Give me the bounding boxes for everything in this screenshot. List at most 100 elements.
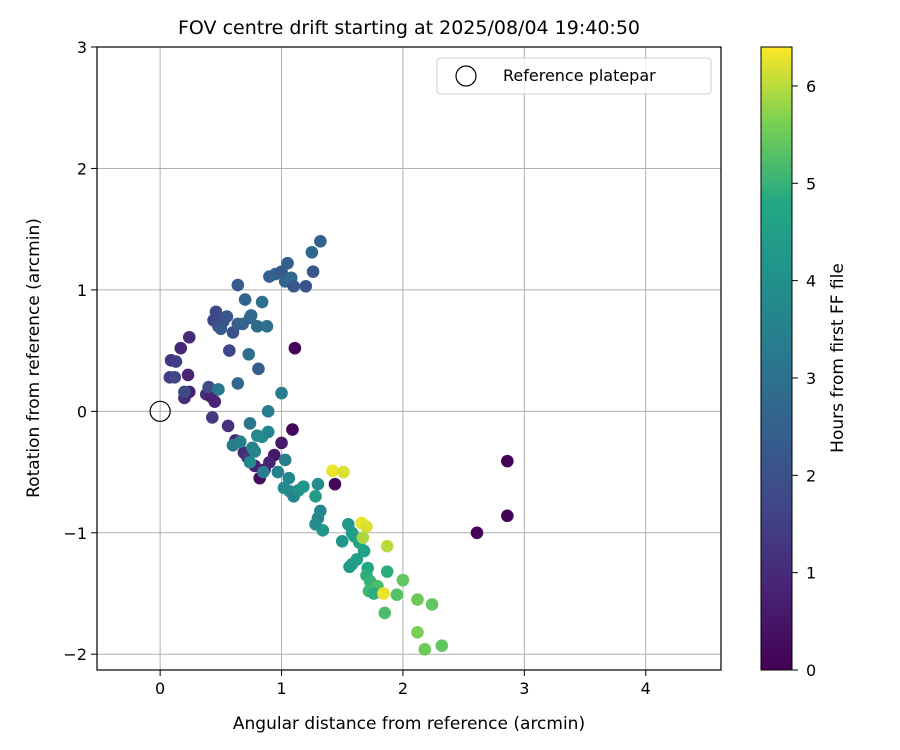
legend-marker-icon — [455, 65, 477, 87]
data-point — [306, 265, 320, 278]
data-point — [501, 509, 514, 523]
data-point — [220, 310, 234, 323]
data-point — [380, 539, 394, 553]
x-tick-label: 0 — [155, 679, 165, 698]
colorbar-tick-label: 0 — [806, 661, 816, 680]
data-point — [390, 588, 404, 602]
x-tick-label: 4 — [641, 679, 651, 698]
data-point — [367, 587, 381, 600]
x-axis-ticks: 0 1 2 3 4 — [155, 670, 651, 698]
data-point — [286, 423, 299, 436]
data-point — [281, 256, 294, 270]
y-tick-label: −1 — [63, 524, 87, 543]
data-point — [202, 380, 215, 394]
data-point — [255, 295, 269, 309]
data-point — [206, 411, 219, 424]
data-point — [242, 347, 256, 361]
data-point — [335, 534, 349, 548]
plot-frame — [96, 46, 722, 671]
data-point — [380, 565, 394, 578]
data-point — [250, 320, 264, 333]
data-point — [305, 245, 319, 259]
data-point — [261, 425, 275, 439]
legend: Reference platepar — [436, 57, 712, 95]
x-tick-label: 1 — [276, 679, 286, 698]
y-tick-label: −2 — [63, 645, 87, 664]
data-point — [231, 377, 245, 390]
data-point — [223, 344, 236, 357]
chart-title: FOV centre drift starting at 2025/08/04 … — [178, 17, 640, 39]
data-point — [357, 544, 371, 558]
data-point — [248, 445, 262, 458]
data-point — [182, 330, 196, 344]
data-point — [328, 477, 342, 491]
y-axis-label: Rotation from reference (arcmin) — [24, 218, 44, 498]
data-point — [231, 278, 245, 292]
data-point — [411, 593, 424, 606]
data-point — [252, 362, 265, 376]
data-point — [233, 435, 247, 448]
colorbar — [760, 46, 793, 671]
x-tick-label: 3 — [519, 679, 529, 698]
data-point — [275, 386, 288, 400]
data-point — [337, 465, 350, 479]
data-point — [209, 305, 223, 319]
data-point — [470, 526, 484, 540]
data-point — [314, 235, 327, 248]
data-point — [411, 626, 424, 639]
data-point — [316, 524, 330, 537]
scatter-points — [163, 235, 514, 656]
data-point — [396, 573, 410, 587]
colorbar-tick-label: 2 — [806, 466, 816, 485]
data-point — [356, 531, 370, 544]
data-point — [501, 454, 514, 468]
data-point — [378, 606, 392, 620]
colorbar-label: Hours from first FF file — [828, 263, 848, 453]
data-point — [260, 320, 274, 333]
data-point — [297, 480, 310, 493]
legend-box — [436, 57, 712, 95]
colorbar-tick-label: 3 — [806, 369, 816, 388]
colorbar-tick-label: 1 — [806, 564, 816, 583]
data-point — [418, 643, 432, 656]
data-point — [425, 598, 439, 611]
colorbar-ticks: 0 1 2 3 4 5 6 — [792, 77, 816, 680]
data-point — [181, 368, 195, 382]
grid-lines — [97, 46, 721, 670]
data-point — [169, 355, 183, 368]
data-point — [263, 456, 276, 469]
data-point — [435, 639, 449, 653]
data-point — [275, 436, 288, 450]
data-point — [168, 371, 181, 384]
data-point — [178, 385, 191, 399]
colorbar-tick-label: 4 — [806, 272, 816, 291]
data-point — [214, 322, 228, 336]
data-point — [244, 309, 258, 322]
data-point — [174, 341, 188, 355]
data-point — [257, 465, 270, 479]
data-point — [311, 477, 325, 491]
y-tick-label: 1 — [77, 281, 87, 300]
data-point — [278, 453, 292, 467]
data-point — [287, 279, 300, 293]
data-point — [326, 464, 339, 478]
colorbar-tick-label: 5 — [806, 174, 816, 193]
x-axis-label: Angular distance from reference (arcmin) — [233, 714, 585, 734]
data-point — [288, 341, 302, 355]
data-point — [271, 465, 285, 479]
data-point — [238, 293, 252, 306]
data-point — [360, 520, 373, 533]
data-point — [221, 419, 235, 433]
data-point — [261, 405, 275, 418]
data-point — [377, 587, 390, 600]
y-tick-label: 0 — [77, 402, 87, 421]
data-point — [243, 417, 257, 430]
data-point — [299, 279, 313, 293]
reference-platepar-marker — [149, 400, 171, 422]
y-tick-label: 2 — [77, 159, 87, 178]
data-point — [243, 456, 257, 469]
y-axis-ticks: −2 −1 0 1 2 3 — [63, 38, 97, 664]
colorbar-tick-label: 6 — [806, 77, 816, 96]
data-point — [212, 383, 225, 396]
